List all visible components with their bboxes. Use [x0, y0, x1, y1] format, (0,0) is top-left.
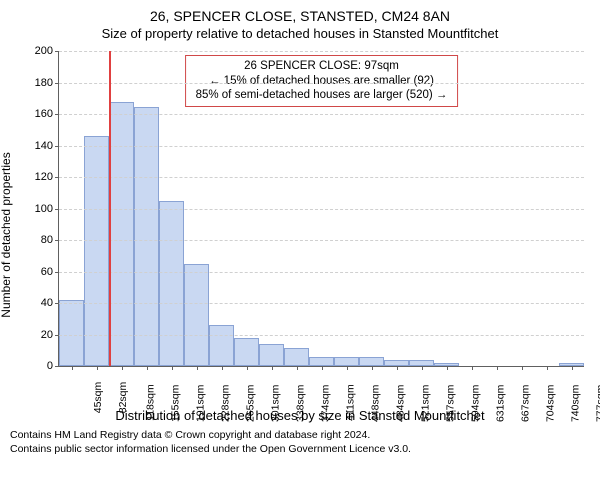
- gridline: [59, 83, 584, 84]
- y-axis-label: Number of detached properties: [0, 153, 13, 318]
- x-tick-mark: [97, 366, 98, 370]
- bar: [284, 348, 309, 367]
- bar: [109, 102, 134, 367]
- plot-area: 26 SPENCER CLOSE: 97sqm ← 15% of detache…: [58, 51, 584, 367]
- gridline: [59, 146, 584, 147]
- x-tick-mark: [147, 366, 148, 370]
- annotation-line3: 85% of semi-detached houses are larger (…: [196, 88, 448, 102]
- x-tick-mark: [222, 366, 223, 370]
- gridline: [59, 209, 584, 210]
- bar: [84, 136, 109, 366]
- x-tick-label: 777sqm: [590, 385, 600, 422]
- y-tick-label: 40: [41, 297, 59, 309]
- y-tick-label: 120: [35, 171, 59, 183]
- x-tick-mark: [122, 366, 123, 370]
- bar: [334, 357, 359, 366]
- x-tick-mark: [72, 366, 73, 370]
- x-tick-mark: [472, 366, 473, 370]
- x-tick-mark: [272, 366, 273, 370]
- y-tick-label: 160: [35, 108, 59, 120]
- plot-wrap: 26 SPENCER CLOSE: 97sqm ← 15% of detache…: [58, 51, 584, 367]
- gridline: [59, 303, 584, 304]
- gridline: [59, 114, 584, 115]
- x-tick-mark: [322, 366, 323, 370]
- y-tick-label: 20: [41, 329, 59, 341]
- annotation-box: 26 SPENCER CLOSE: 97sqm ← 15% of detache…: [185, 55, 459, 106]
- y-tick-label: 200: [35, 45, 59, 57]
- x-tick-mark: [497, 366, 498, 370]
- gridline: [59, 272, 584, 273]
- marker-line: [109, 51, 111, 366]
- annotation-line2: ← 15% of detached houses are smaller (92…: [196, 74, 448, 88]
- y-tick-label: 100: [35, 203, 59, 215]
- y-tick-label: 0: [47, 360, 59, 372]
- x-tick-mark: [297, 366, 298, 370]
- x-tick-mark: [572, 366, 573, 370]
- bar: [159, 201, 184, 366]
- gridline: [59, 335, 584, 336]
- y-tick-label: 60: [41, 266, 59, 278]
- x-tick-mark: [547, 366, 548, 370]
- bar: [234, 338, 259, 366]
- footer-line2: Contains public sector information licen…: [10, 443, 590, 456]
- x-tick-mark: [172, 366, 173, 370]
- gridline: [59, 177, 584, 178]
- x-tick-mark: [397, 366, 398, 370]
- gridline: [59, 240, 584, 241]
- bar: [184, 264, 209, 366]
- bar: [209, 325, 234, 366]
- bar: [359, 357, 384, 366]
- x-tick-mark: [347, 366, 348, 370]
- x-axis-label: Distribution of detached houses by size …: [10, 408, 590, 423]
- page: 26, SPENCER CLOSE, STANSTED, CM24 8AN Si…: [0, 0, 600, 500]
- y-tick-label: 180: [35, 77, 59, 89]
- bar: [59, 300, 84, 366]
- page-subtitle: Size of property relative to detached ho…: [10, 26, 590, 42]
- bar: [259, 344, 284, 366]
- x-tick-mark: [447, 366, 448, 370]
- page-title: 26, SPENCER CLOSE, STANSTED, CM24 8AN: [10, 8, 590, 25]
- chart: Number of detached properties 26 SPENCER…: [10, 45, 590, 425]
- footer: Contains HM Land Registry data © Crown c…: [10, 429, 590, 455]
- x-tick-mark: [422, 366, 423, 370]
- gridline: [59, 51, 584, 52]
- x-tick-mark: [522, 366, 523, 370]
- bar: [309, 357, 334, 366]
- annotation-line1: 26 SPENCER CLOSE: 97sqm: [196, 59, 448, 73]
- footer-line1: Contains HM Land Registry data © Crown c…: [10, 429, 590, 442]
- x-tick-mark: [247, 366, 248, 370]
- y-tick-label: 80: [41, 234, 59, 246]
- x-tick-mark: [372, 366, 373, 370]
- x-tick-mark: [197, 366, 198, 370]
- y-tick-label: 140: [35, 140, 59, 152]
